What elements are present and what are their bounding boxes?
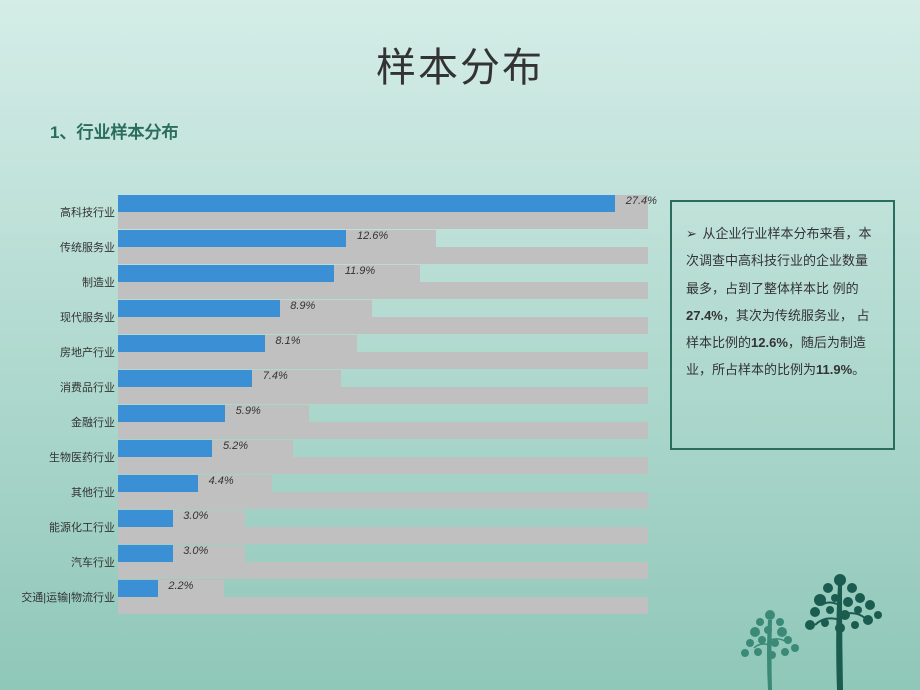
bar-gray-bg xyxy=(118,212,648,229)
bar-gray-bg xyxy=(118,562,648,579)
bar-track: 11.9% xyxy=(118,265,648,299)
bar-row: 交通|运输|物流行业 2.2% xyxy=(18,580,648,614)
bullet-icon: ➢ xyxy=(686,220,697,247)
bar-blue xyxy=(118,545,173,562)
bar-blue xyxy=(118,265,334,282)
bar-value: 11.9% xyxy=(345,265,375,277)
bar-gray-bg xyxy=(118,597,648,614)
info-summary-box: ➢ 从企业行业样本分布来看，本次调查中高科技行业的企业数量最多，占到了整体样本比… xyxy=(670,200,895,450)
page-title: 样本分布 xyxy=(0,0,920,93)
bar-track: 27.4% xyxy=(118,195,648,229)
bar-row: 传统服务业 12.6% xyxy=(18,230,648,264)
bar-blue xyxy=(118,300,280,317)
bar-track: 3.0% xyxy=(118,510,648,544)
bar-label: 能源化工行业 xyxy=(18,519,118,535)
bar-track: 2.2% xyxy=(118,580,648,614)
bar-gray-bg xyxy=(118,317,648,334)
bar-row: 其他行业 4.4% xyxy=(18,475,648,509)
bar-blue xyxy=(118,370,252,387)
bar-value: 2.2% xyxy=(168,580,193,592)
industry-chart: 高科技行业27.4%传统服务业12.6%制造业11.9%现代服务业8.9%房地产… xyxy=(18,195,648,615)
bar-track: 8.1% xyxy=(118,335,648,369)
bar-gray-bg xyxy=(118,282,648,299)
bar-blue xyxy=(118,195,615,212)
section-subtitle: 1、行业样本分布 xyxy=(50,118,920,143)
bar-label: 金融行业 xyxy=(18,414,118,430)
tree-decoration-icon xyxy=(710,510,890,690)
bar-track: 8.9% xyxy=(118,300,648,334)
bar-blue xyxy=(118,475,198,492)
bar-gray-bg xyxy=(118,422,648,439)
bar-label: 交通|运输|物流行业 xyxy=(18,589,118,605)
bar-track: 12.6% xyxy=(118,230,648,264)
bar-gray-bg xyxy=(118,247,648,264)
bar-label: 制造业 xyxy=(18,274,118,290)
bar-blue xyxy=(118,510,173,527)
bar-row: 汽车行业 3.0% xyxy=(18,545,648,579)
bar-track: 4.4% xyxy=(118,475,648,509)
bar-label: 现代服务业 xyxy=(18,309,118,325)
bar-track: 5.2% xyxy=(118,440,648,474)
bar-gray-bg xyxy=(118,457,648,474)
bar-label: 生物医药行业 xyxy=(18,449,118,465)
bar-blue xyxy=(118,230,346,247)
bar-value: 8.1% xyxy=(275,335,300,347)
bar-label: 其他行业 xyxy=(18,484,118,500)
bar-value: 5.2% xyxy=(223,440,248,452)
bar-value: 4.4% xyxy=(209,475,234,487)
bar-track: 7.4% xyxy=(118,370,648,404)
bar-track: 3.0% xyxy=(118,545,648,579)
bar-row: 金融行业 5.9% xyxy=(18,405,648,439)
bar-label: 汽车行业 xyxy=(18,554,118,570)
bar-row: 生物医药行业 5.2% xyxy=(18,440,648,474)
bar-label: 房地产行业 xyxy=(18,344,118,360)
bar-value: 5.9% xyxy=(236,405,261,417)
bar-blue xyxy=(118,580,158,597)
bar-blue xyxy=(118,405,225,422)
bar-label: 传统服务业 xyxy=(18,239,118,255)
bar-blue xyxy=(118,440,212,457)
bar-row: 现代服务业 8.9% xyxy=(18,300,648,334)
bar-value: 8.9% xyxy=(290,300,315,312)
bar-row: 房地产行业 8.1% xyxy=(18,335,648,369)
bar-label: 消费品行业 xyxy=(18,379,118,395)
bar-row: 制造业 11.9% xyxy=(18,265,648,299)
bar-gray-bg xyxy=(118,352,648,369)
bar-gray-bg xyxy=(118,387,648,404)
bar-value: 3.0% xyxy=(183,510,208,522)
bar-value: 7.4% xyxy=(263,370,288,382)
bar-value: 3.0% xyxy=(183,545,208,557)
bar-label: 高科技行业 xyxy=(18,204,118,220)
bar-value: 12.6% xyxy=(357,230,388,242)
bar-track: 5.9% xyxy=(118,405,648,439)
bar-blue xyxy=(118,335,265,352)
bar-row: 消费品行业 7.4% xyxy=(18,370,648,404)
bar-row: 能源化工行业 3.0% xyxy=(18,510,648,544)
info-text: 从企业行业样本分布来看，本次调查中高科技行业的企业数量最多，占到了整体样本比 例… xyxy=(686,226,872,377)
bar-gray-bg xyxy=(118,492,648,509)
bar-gray-bg xyxy=(118,527,648,544)
bar-row: 高科技行业27.4% xyxy=(18,195,648,229)
bar-value: 27.4% xyxy=(626,195,657,207)
